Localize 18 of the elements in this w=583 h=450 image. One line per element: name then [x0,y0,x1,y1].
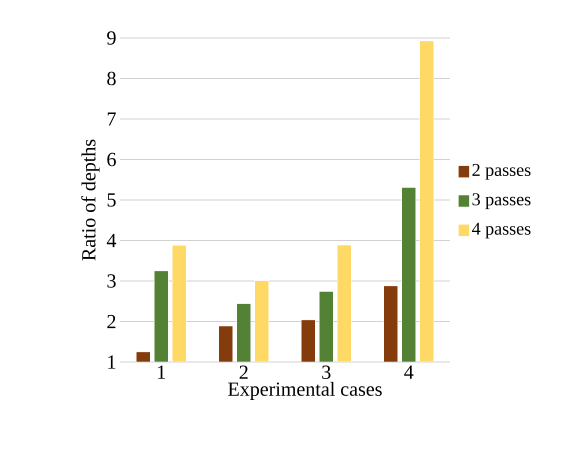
y-axis-title: Ratio of depths [81,140,100,261]
legend-label: 2 passes [472,164,530,180]
x-tick-label: 2 [240,366,248,379]
y-tick-label: 5 [108,193,116,207]
y-tick-label: 4 [106,234,116,248]
x-tick-label: 4 [404,366,414,379]
y-tick-label: 1 [108,355,116,369]
y-tick-label: 8 [107,72,116,86]
y-tick-label: 6 [107,152,116,166]
y-tick-label: 2 [107,314,116,328]
legend-label: 4 passes [472,222,530,238]
y-tick-label: 9 [107,31,116,45]
y-tick-label: 3 [107,274,116,288]
x-tick-label: 3 [322,366,330,379]
legend-label: 3 passes [472,193,530,210]
y-tick-label: 7 [108,112,116,126]
x-axis-title: Experimental cases [228,382,382,400]
x-tick-label: 1 [158,366,166,379]
